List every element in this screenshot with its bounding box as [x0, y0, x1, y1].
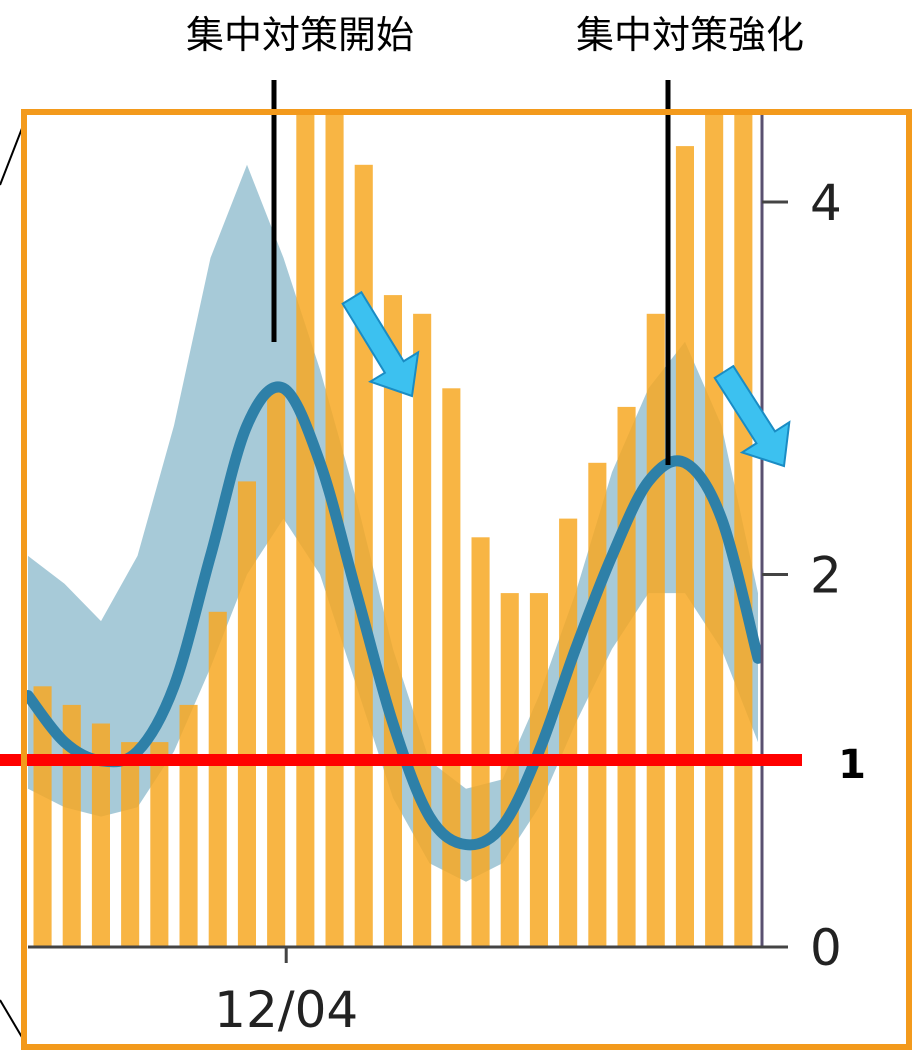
bar-d8: [237, 481, 256, 947]
bar-d20: [588, 462, 607, 948]
bar-d17: [500, 593, 519, 947]
bar-d24: [705, 115, 724, 947]
annotation-label: 集中対策開始: [186, 13, 414, 57]
reference-line-label: 1: [838, 742, 866, 788]
bar-d9: [267, 388, 286, 948]
bar-d5: [150, 742, 169, 947]
annotations: 集中対策開始 集中対策強化: [186, 13, 804, 465]
decline-arrows: [341, 290, 791, 468]
bar-d1: [33, 686, 52, 948]
y-axis: 0 2 4: [760, 115, 842, 977]
bar-d15: [442, 388, 461, 948]
bar-d10: [296, 115, 315, 947]
x-tick-label: 12/04: [214, 981, 358, 1039]
reference-line-group: 1: [0, 742, 866, 788]
y-tick-label: 0: [810, 919, 842, 977]
bar-d16: [471, 537, 490, 948]
bar-d3: [91, 723, 110, 947]
bar-d12: [354, 164, 373, 948]
bar-d22: [646, 313, 665, 948]
bar-d18: [529, 593, 548, 947]
bar-d14: [413, 313, 432, 948]
x-axis: 12/04: [28, 945, 762, 1039]
bar-d7: [208, 611, 227, 948]
bar-d13: [383, 295, 402, 948]
arrow-shape: [341, 290, 420, 398]
y-tick-label: 2: [810, 547, 842, 605]
bar-d23: [675, 146, 694, 948]
down-arrow-icon: [341, 290, 420, 398]
bar-d25: [734, 115, 753, 947]
arrow-shape: [713, 364, 791, 468]
bar-d19: [559, 518, 578, 947]
rt-curve: [22, 381, 764, 851]
annotation-label: 集中対策強化: [576, 13, 804, 57]
bar-d21: [617, 406, 636, 947]
bar-d4: [121, 742, 140, 947]
down-arrow-icon: [713, 364, 791, 468]
rt-curve-line: [22, 381, 764, 851]
bar-d6: [179, 704, 198, 947]
zoom-frame: [21, 109, 912, 1050]
y-tick-label: 4: [810, 174, 842, 232]
